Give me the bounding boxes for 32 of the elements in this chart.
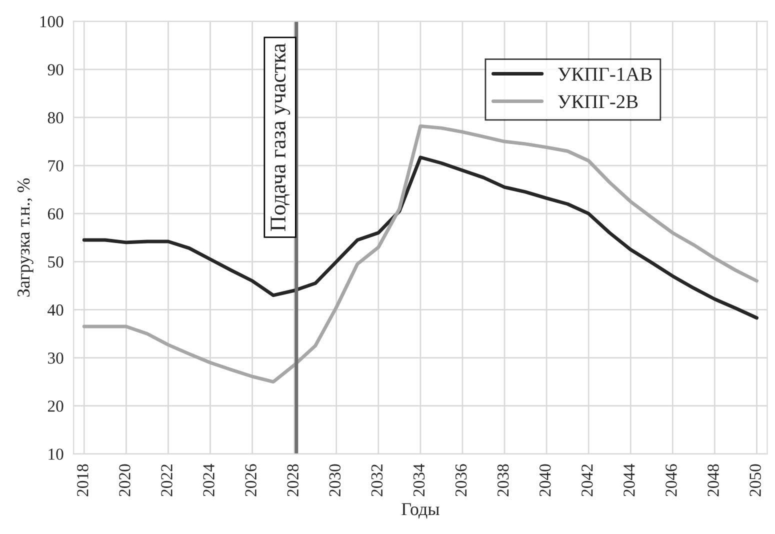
x-tick-label: 2020 xyxy=(119,464,130,496)
x-tick-label: 2030 xyxy=(329,464,341,496)
x-tick-label: 2046 xyxy=(666,464,677,496)
x-tick-label: 2042 xyxy=(582,464,593,496)
ref-line-label: Подача газа участка xyxy=(270,43,290,231)
x-tick-label: 2032 xyxy=(371,464,383,496)
x-tick-label: 2048 xyxy=(708,464,719,496)
x-tick-label: 2028 xyxy=(287,464,298,496)
y-tick-label: 70 xyxy=(48,160,64,172)
y-tick-label: 100 xyxy=(40,16,64,28)
x-tick-label: 2018 xyxy=(77,464,88,496)
x-tick-label: 2038 xyxy=(497,464,509,496)
legend-label: УКПГ-2В xyxy=(558,95,638,108)
y-tick-label: 10 xyxy=(48,448,64,460)
x-tick-label: 2026 xyxy=(245,464,256,496)
x-tick-label: 2034 xyxy=(413,464,425,496)
x-tick-label: 2022 xyxy=(161,464,172,496)
y-axis-title: Загрузка т.н., % xyxy=(17,178,34,297)
y-tick-label: 20 xyxy=(48,400,64,412)
y-tick-label: 30 xyxy=(48,352,64,364)
x-tick-label: 2050 xyxy=(750,464,761,496)
x-axis-title: Годы xyxy=(402,503,440,519)
x-tick-label: 2024 xyxy=(203,464,214,496)
y-tick-label: 50 xyxy=(48,256,64,268)
y-tick-label: 90 xyxy=(48,64,64,76)
y-tick-label: 80 xyxy=(48,112,64,124)
y-tick-label: 40 xyxy=(48,304,64,316)
x-tick-label: 2044 xyxy=(624,464,635,496)
x-tick-label: 2040 xyxy=(539,464,551,496)
x-tick-label: 2036 xyxy=(455,464,467,496)
y-tick-label: 60 xyxy=(48,208,64,220)
legend-label: УКПГ-1АВ xyxy=(558,68,652,81)
